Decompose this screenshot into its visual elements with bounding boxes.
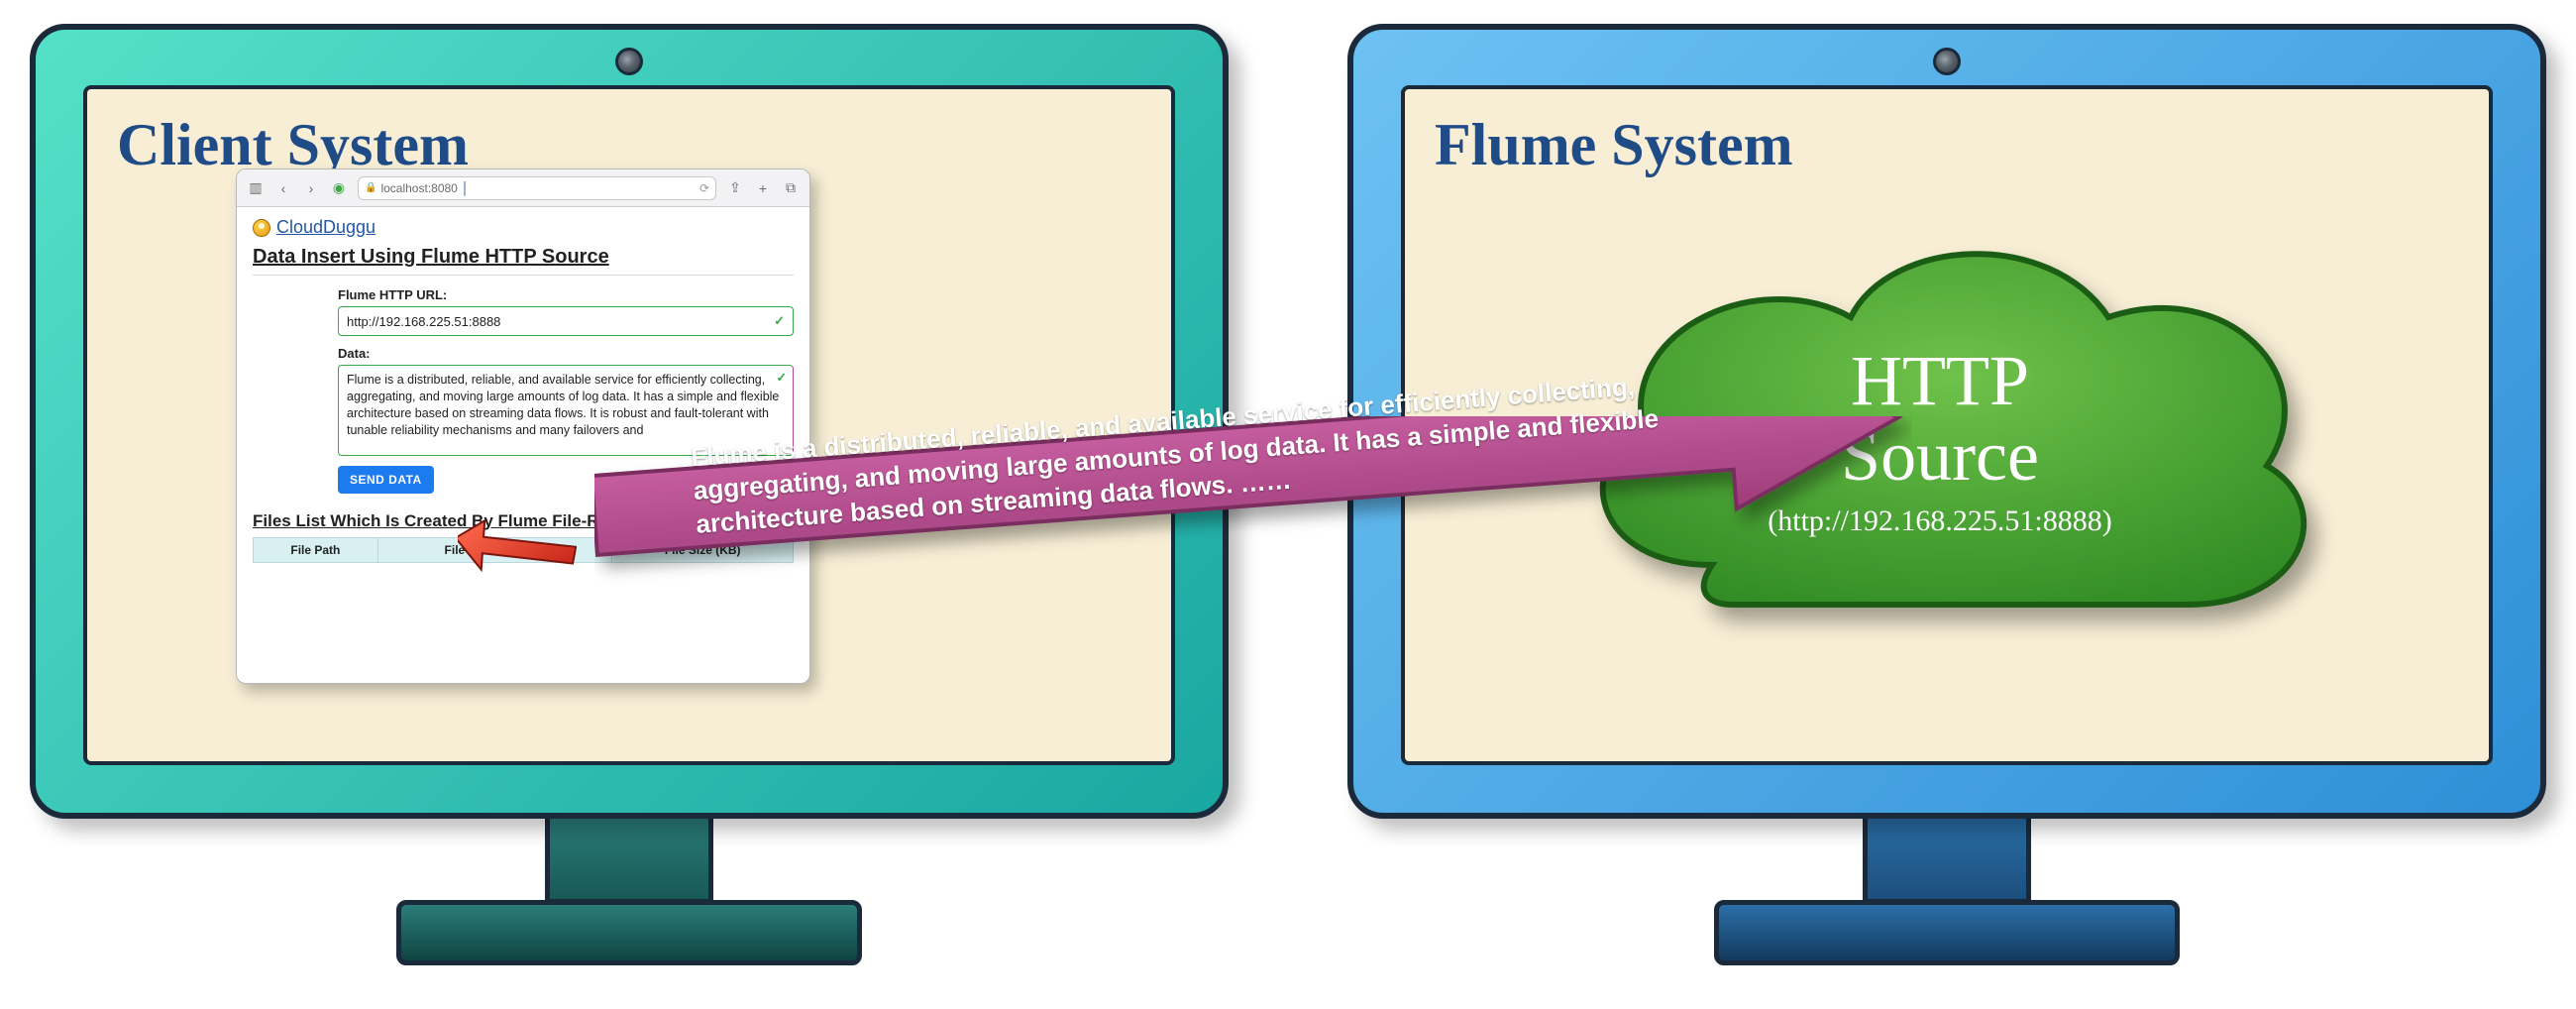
brand-logo-icon — [253, 219, 270, 237]
files-heading: Files List Which Is Created By Flume Fil… — [253, 511, 794, 531]
new-tab-icon[interactable]: + — [754, 180, 772, 196]
col-filesize: File Size (KB) — [612, 538, 794, 563]
client-screen: Client System ▥ ‹ › ◉ 🔒 localhost:8080 │… — [83, 85, 1175, 765]
tabs-icon[interactable]: ⧉ — [782, 179, 800, 196]
col-creation-date: File Creation Date — [377, 538, 612, 563]
check-icon: ✓ — [774, 313, 785, 329]
col-filepath: File Path — [254, 538, 378, 563]
client-monitor-frame: Client System ▥ ‹ › ◉ 🔒 localhost:8080 │… — [30, 24, 1229, 819]
text-cursor-icon: │ — [462, 181, 470, 195]
data-label: Data: — [338, 346, 794, 361]
http-source-cloud: HTTP Source (http://192.168.225.51:8888) — [1534, 208, 2346, 674]
sidebar-toggle-icon[interactable]: ▥ — [247, 179, 265, 196]
monitor-base — [1714, 900, 2180, 965]
camera-icon — [615, 48, 643, 75]
cloud-label: HTTP Source (http://192.168.225.51:8888) — [1534, 208, 2346, 674]
send-data-button[interactable]: SEND DATA — [338, 466, 434, 494]
camera-icon — [1933, 48, 1961, 75]
flume-screen: Flume System HTTP — [1401, 85, 2493, 765]
monitor-neck — [545, 815, 713, 904]
cloud-line1: HTTP — [1851, 344, 2029, 419]
lock-icon: 🔒 — [365, 182, 376, 193]
nav-back-icon[interactable]: ‹ — [274, 180, 292, 196]
reload-icon[interactable]: ⟳ — [699, 181, 709, 195]
files-table: File Path File Creation Date File Size (… — [253, 537, 794, 563]
data-value: Flume is a distributed, reliable, and av… — [347, 373, 779, 437]
browser-page: CloudDuggu Data Insert Using Flume HTTP … — [237, 207, 809, 579]
brand-link[interactable]: CloudDuggu — [276, 217, 376, 238]
brand-row: CloudDuggu — [253, 217, 794, 238]
table-header-row: File Path File Creation Date File Size (… — [254, 538, 794, 563]
flume-url-input[interactable]: http://192.168.225.51:8888 ✓ — [338, 306, 794, 336]
share-icon[interactable]: ⇪ — [726, 179, 744, 196]
data-textarea[interactable]: ✓ Flume is a distributed, reliable, and … — [338, 365, 794, 456]
browser-toolbar: ▥ ‹ › ◉ 🔒 localhost:8080 │ ⟳ ⇪ + ⧉ — [237, 169, 809, 207]
flume-title: Flume System — [1435, 111, 2459, 179]
divider — [253, 275, 794, 276]
flume-url-value: http://192.168.225.51:8888 — [347, 314, 500, 329]
monitor-base — [396, 900, 862, 965]
flume-monitor-frame: Flume System HTTP — [1347, 24, 2546, 819]
check-icon: ✓ — [777, 370, 787, 387]
cloud-url: (http://192.168.225.51:8888) — [1768, 504, 2112, 538]
address-bar[interactable]: 🔒 localhost:8080 │ ⟳ — [358, 176, 716, 200]
client-monitor: Client System ▥ ‹ › ◉ 🔒 localhost:8080 │… — [30, 24, 1229, 990]
cloud-line2: Source — [1841, 419, 2039, 495]
url-label: Flume HTTP URL: — [338, 287, 794, 302]
shield-icon: ◉ — [330, 179, 348, 196]
nav-forward-icon[interactable]: › — [302, 180, 320, 196]
browser-window: ▥ ‹ › ◉ 🔒 localhost:8080 │ ⟳ ⇪ + ⧉ — [236, 168, 810, 684]
page-heading: Data Insert Using Flume HTTP Source — [253, 246, 794, 269]
address-text: localhost:8080 — [380, 181, 457, 195]
monitor-neck — [1863, 815, 2031, 904]
form: Flume HTTP URL: http://192.168.225.51:88… — [253, 287, 794, 494]
flume-monitor: Flume System HTTP — [1347, 24, 2546, 990]
